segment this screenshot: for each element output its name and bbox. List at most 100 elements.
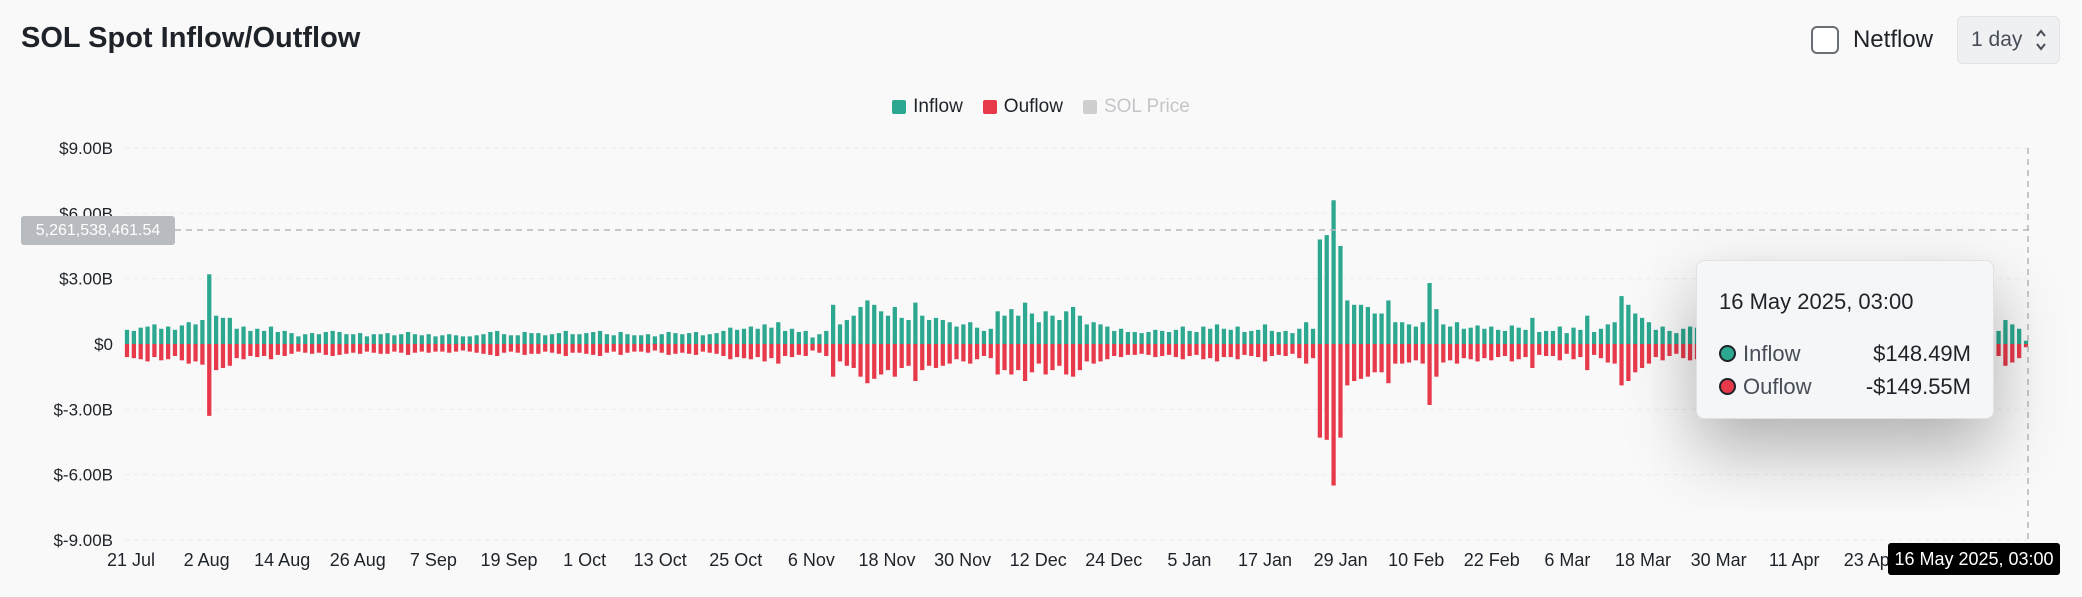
legend-item-outflow[interactable]: Ouflow bbox=[982, 96, 1063, 118]
inflow-bar bbox=[947, 322, 952, 344]
inflow-bar bbox=[1379, 313, 1384, 344]
outflow-bar bbox=[214, 344, 219, 371]
inflow-bar bbox=[309, 333, 315, 344]
inflow-bar bbox=[1304, 322, 1309, 344]
outflow-bar bbox=[227, 344, 232, 366]
inflow-bar bbox=[892, 306, 897, 344]
inflow-bar bbox=[282, 330, 287, 344]
inflow-bar bbox=[474, 335, 479, 344]
outflow-bar bbox=[1537, 344, 1542, 355]
inflow-bar bbox=[255, 328, 260, 344]
outflow-bar bbox=[412, 344, 418, 353]
inflow-bar bbox=[2017, 328, 2022, 344]
outflow-bar bbox=[193, 344, 198, 362]
inflow-bar bbox=[1002, 315, 1007, 344]
inflow-bar bbox=[1146, 332, 1151, 344]
outflow-bar bbox=[1180, 344, 1185, 360]
inflow-bar bbox=[899, 317, 904, 344]
outflow-bar bbox=[1358, 344, 1364, 379]
inflow-bar bbox=[186, 322, 191, 344]
outflow-bar bbox=[275, 344, 280, 355]
outflow-bar bbox=[1022, 344, 1028, 382]
inflow-bar bbox=[1352, 304, 1357, 344]
outflow-bar bbox=[124, 344, 130, 358]
outflow-bar bbox=[1578, 344, 1583, 358]
inflow-bar bbox=[837, 324, 843, 344]
inflow-bar bbox=[755, 328, 760, 344]
inflow-bar bbox=[1297, 328, 1302, 344]
outflow-bar bbox=[529, 344, 534, 354]
outflow-bar bbox=[591, 344, 596, 355]
inflow-bar bbox=[1434, 309, 1439, 344]
outflow-bar bbox=[913, 344, 918, 382]
outflow-bar bbox=[467, 344, 472, 352]
outflow-bar bbox=[1674, 344, 1679, 354]
outflow-bar bbox=[1626, 344, 1631, 382]
inflow-bar bbox=[1461, 328, 1466, 344]
legend-label-outflow: Ouflow bbox=[1003, 96, 1063, 117]
inflow-bar bbox=[1276, 332, 1281, 344]
outflow-bar bbox=[1276, 344, 1281, 355]
outflow-bar bbox=[1434, 344, 1439, 377]
outflow-bar bbox=[1070, 344, 1076, 377]
outflow-bar bbox=[1132, 344, 1137, 355]
interval-select[interactable]: 1 day bbox=[1957, 16, 2060, 64]
inflow-bar bbox=[981, 330, 987, 344]
tooltip-dot-inflow bbox=[1719, 345, 1736, 362]
outflow-bar bbox=[824, 344, 829, 356]
inflow-bar bbox=[974, 327, 980, 344]
outflow-bar bbox=[2003, 344, 2008, 366]
outflow-bar bbox=[1386, 344, 1391, 384]
outflow-bar bbox=[1516, 344, 1521, 360]
outflow-bar bbox=[1228, 344, 1233, 358]
outflow-bar bbox=[282, 344, 287, 356]
inflow-bar bbox=[1571, 327, 1576, 344]
inflow-bar bbox=[1180, 326, 1185, 344]
outflow-bar bbox=[220, 344, 226, 368]
outflow-bar bbox=[337, 344, 342, 355]
inflow-bar bbox=[1064, 311, 1069, 344]
netflow-checkbox[interactable] bbox=[1810, 26, 1839, 54]
x-tick-label: 23 Apr bbox=[1844, 550, 1896, 570]
inflow-bar bbox=[323, 332, 328, 344]
inflow-bar bbox=[152, 324, 157, 344]
inflow-bar bbox=[810, 337, 815, 344]
outflow-bar bbox=[1214, 344, 1220, 362]
inflow-bar bbox=[1406, 324, 1412, 344]
outflow-bar bbox=[577, 344, 582, 353]
inflow-bar bbox=[193, 324, 198, 344]
outflow-bar bbox=[1379, 344, 1384, 373]
inflow-bar bbox=[1578, 329, 1583, 344]
inflow-bar bbox=[1598, 328, 1604, 344]
tooltip-row-outflow: Ouflow -$149.55M bbox=[1719, 370, 1971, 403]
x-tick-label: 24 Dec bbox=[1085, 550, 1142, 570]
legend-item-inflow[interactable]: Inflow bbox=[892, 96, 963, 118]
y-tick-label: $0 bbox=[94, 335, 113, 354]
outflow-bar bbox=[1406, 344, 1412, 363]
outflow-bar bbox=[1495, 344, 1501, 358]
inflow-bar bbox=[1495, 329, 1501, 344]
outflow-bar bbox=[666, 344, 671, 355]
outflow-bar bbox=[1269, 344, 1275, 356]
outflow-bar bbox=[981, 344, 987, 356]
outflow-bar bbox=[1550, 344, 1556, 356]
inflow-bar bbox=[344, 334, 349, 344]
inflow-bar bbox=[207, 274, 212, 344]
inflow-bar bbox=[501, 334, 507, 344]
outflow-bar bbox=[1585, 344, 1590, 371]
tooltip-name-outflow: Ouflow bbox=[1743, 373, 1812, 399]
inflow-bar bbox=[831, 304, 836, 344]
x-tick-label: 1 Oct bbox=[563, 550, 606, 570]
legend-item-sol-price[interactable]: SOL Price bbox=[1082, 96, 1190, 118]
x-tick-label: 29 Jan bbox=[1314, 550, 1368, 570]
inflow-bar bbox=[1687, 326, 1693, 344]
inflow-bar bbox=[1118, 328, 1124, 344]
tooltip-row-inflow: Inflow $148.49M bbox=[1719, 337, 1971, 370]
inflow-bar bbox=[680, 334, 685, 344]
outflow-bar bbox=[1571, 344, 1576, 360]
outflow-bar bbox=[508, 344, 514, 352]
outflow-bar bbox=[974, 344, 980, 360]
inflow-bar bbox=[721, 330, 726, 344]
outflow-bar bbox=[755, 344, 760, 358]
